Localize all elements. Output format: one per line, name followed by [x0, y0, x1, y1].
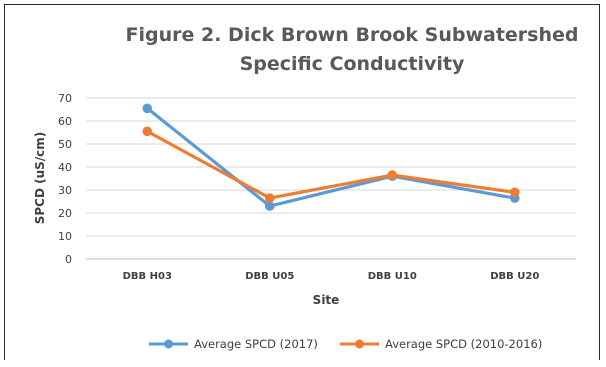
series-group [142, 103, 520, 211]
chart-frame [4, 4, 600, 363]
legend-marker-1 [164, 339, 173, 349]
series-line-1 [145, 106, 517, 208]
data-point [142, 126, 153, 137]
chart-title-line-1: Figure 2. Dick Brown Brook Subwatershed [126, 24, 579, 46]
chart-title-line-2: Specific Conductivity [240, 53, 465, 75]
y-tick-label: 0 [65, 253, 72, 266]
y-tick-label: 50 [58, 138, 72, 151]
x-axis-label: Site [313, 293, 340, 307]
x-tick-label: DBB U20 [490, 271, 539, 282]
legend: Average SPCD (2017) Average SPCD (2010-20… [149, 337, 542, 351]
data-point [387, 170, 398, 180]
data-point [509, 187, 520, 198]
data-point [264, 193, 275, 203]
y-tick-label: 70 [58, 92, 72, 105]
legend-label-1: Average SPCD (2017) [194, 337, 318, 351]
data-point [142, 103, 153, 114]
y-axis-ticks: 0 10 20 30 40 50 60 70 [58, 92, 72, 266]
y-tick-label: 40 [58, 161, 72, 174]
x-tick-label: DBB U05 [245, 271, 294, 282]
x-axis-categories: DBB H03 DBB U05 DBB U10 DBB U20 [123, 271, 540, 282]
y-tick-label: 60 [58, 115, 72, 128]
y-tick-label: 20 [58, 207, 72, 220]
x-tick-label: DBB U10 [368, 271, 417, 282]
data-point [264, 201, 275, 211]
y-tick-label: 10 [58, 230, 72, 243]
legend-marker-2 [355, 339, 364, 349]
gridlines [86, 97, 576, 260]
x-tick-label: DBB H03 [123, 271, 172, 282]
series-line-2 [145, 129, 517, 200]
y-tick-label: 30 [58, 184, 72, 197]
legend-label-2: Average SPCD (2010-2016) [385, 337, 542, 351]
y-axis-label: SPCD (uS/cm) [33, 132, 47, 225]
frame-edge [4, 360, 600, 367]
